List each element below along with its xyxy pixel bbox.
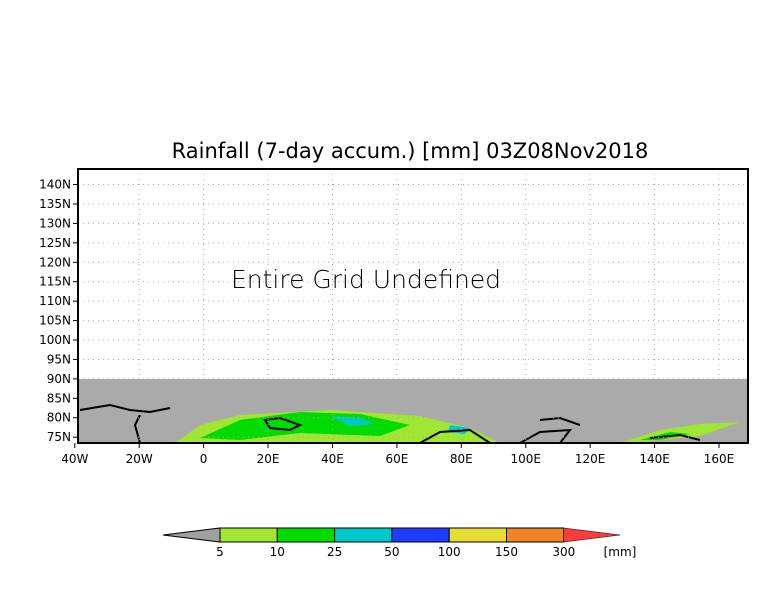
x-tick-label: 40W [61,452,88,466]
x-tick-label: 140E [639,452,670,466]
coastline [519,428,573,444]
chart-title: Rainfall (7-day accum.) [mm] 03Z08Nov201… [172,139,649,163]
colorbar-segment [219,527,278,543]
y-tick-label: 120N [39,255,71,269]
colorbar-segment [506,527,565,543]
y-axis: 75N 80N 85N 90N 95N 100N 105N 110N 115N 120N 125N 1… [39,178,78,444]
colorbar-level-label: 300 [552,545,575,559]
gridlines [78,169,748,443]
x-tick-label: 80E [450,452,473,466]
x-tick-label: 20W [126,452,153,466]
colorbar-level-label: 50 [384,545,399,559]
colorbar: 5 10 25 50 100 150 300 [mm] [162,527,637,559]
y-tick-label: 130N [39,216,71,230]
colorbar-segment [276,527,336,543]
y-tick-label: 75N [47,430,71,444]
x-tick-label: 160E [704,452,735,466]
colorbar-level-label: 100 [438,545,461,559]
colorbar-lower-arrow [162,527,221,543]
x-tick-label: 40E [321,452,344,466]
colorbar-level-label: 25 [327,545,342,559]
y-tick-label: 105N [39,314,71,328]
x-tick-label: 120E [575,452,606,466]
coastline [649,433,701,441]
y-tick-label: 95N [47,352,71,366]
x-tick-label: 0 [200,452,208,466]
colorbar-units: [mm] [604,545,637,559]
undefined-grid-annotation: Entire Grid Undefined [231,265,501,294]
coastline [539,416,581,426]
x-tick-label: 100E [510,452,541,466]
coastline [79,403,171,414]
y-tick-label: 85N [47,391,71,405]
plot-frame [77,168,749,444]
colorbar-segment [391,527,450,543]
y-tick-label: 135N [39,197,71,211]
colorbar-level-label: 150 [495,545,518,559]
colorbar-segment [334,527,393,543]
y-tick-label: 110N [39,294,71,308]
colorbar-segment [448,527,508,543]
x-tick-label: 20E [257,452,280,466]
y-tick-label: 140N [39,178,71,192]
y-tick-label: 80N [47,411,71,425]
y-tick-label: 125N [39,236,71,250]
coastline [419,428,491,444]
x-axis: 40W 20W 0 20E 40E 60E 80E 100E 120E 140E 160E [61,443,734,466]
colorbar-upper-arrow [563,527,621,543]
rainfall-patch [330,416,375,426]
y-tick-label: 100N [39,333,71,347]
x-tick-label: 60E [385,452,408,466]
colorbar-level-label: 10 [270,545,285,559]
y-tick-label: 115N [39,275,71,289]
coastline [263,416,303,432]
y-tick-label: 90N [47,372,71,386]
colorbar-level-label: 5 [216,545,224,559]
map-area [78,378,748,444]
